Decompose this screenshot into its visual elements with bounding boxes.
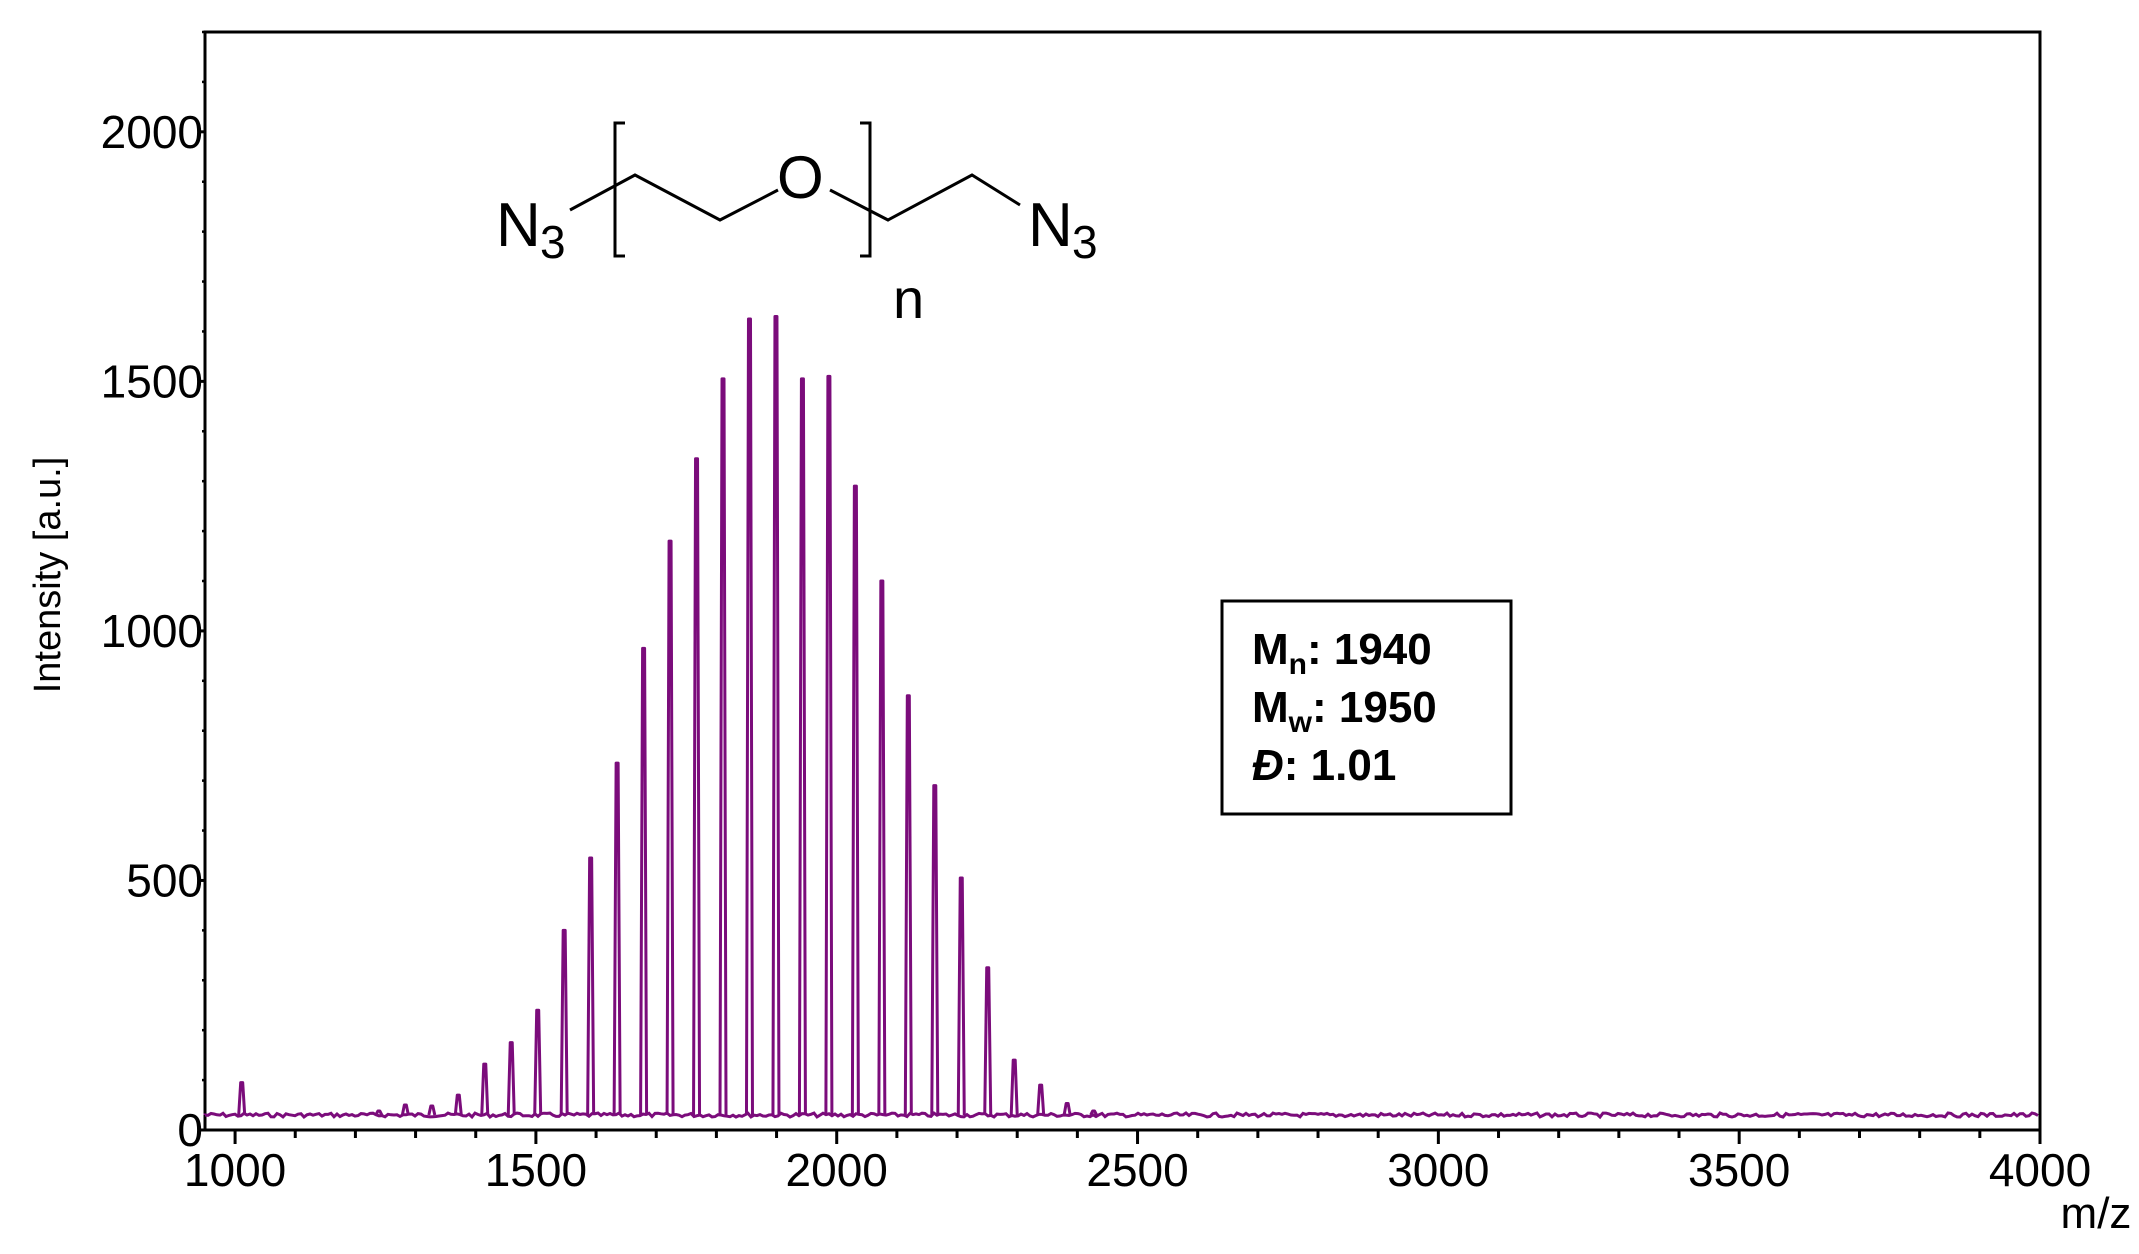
spectrum-peak [983,966,993,1116]
y-tick-label: 500 [126,854,203,906]
repeat-unit-n: n [893,267,924,330]
y-tick-label: 1500 [101,355,203,407]
spectrum-series [203,314,2039,1120]
spectrum-peak [612,761,622,1116]
spectrum-peak [1009,1058,1019,1116]
dispersity-value: : 1.01 [1284,741,1397,790]
right-bracket [860,121,872,258]
molecular-weight-box: Mn: 1940 Mw: 1950 Đ: 1.01 [1220,599,1513,816]
y-tick-label: 1000 [101,605,203,657]
peg-backbone-right [829,173,1021,222]
spectrum-peak [771,314,781,1116]
x-tick-label: 2500 [1086,1144,1188,1196]
x-tick-label: 1000 [184,1144,286,1196]
mw-label: M [1252,683,1289,732]
left-bracket [613,121,625,258]
spectrum-peak [639,646,649,1116]
x-axis-minor-ticks [233,1130,2042,1144]
y-axis-minor-ticks [199,30,205,1132]
spectrum-peak [559,928,569,1116]
y-axis-title: Intensity [a.u.] [27,457,69,694]
spectrum-baseline [203,1111,2039,1120]
x-axis-tick-labels: 1000 1500 2000 2500 3000 3500 4000 [184,1144,2091,1196]
spectrum-peak [453,1093,463,1116]
spectrum-peak [850,484,860,1116]
right-azide-subscript: 3 [1072,216,1098,268]
spectrum-peak [877,579,887,1116]
spectrum-peak [427,1104,437,1116]
x-tick-label: 4000 [1989,1144,2091,1196]
spectrum-peak [744,317,754,1116]
oxygen-atom: O [777,144,824,211]
spectrum-peak [797,377,807,1116]
spectrum-peak [956,876,966,1116]
mw-value: : 1950 [1312,683,1437,732]
spectrum-peak [692,457,702,1116]
peg-structure: N 3 O n N 3 [496,121,1098,330]
spectrum-peak [237,1081,247,1116]
spectrum-peak [506,1041,516,1116]
spectrum-peak [400,1103,410,1116]
mn-line: Mn: 1940 [1252,625,1432,681]
plot-area-frame [203,30,2042,1132]
stats-box-frame [1220,599,1513,816]
spectrum-peak [480,1062,490,1116]
spectrum-peak [824,374,834,1116]
mn-value: : 1940 [1307,625,1432,674]
x-axis-title: m/z [2061,1189,2132,1238]
dispersity-label: Đ [1252,741,1284,790]
spectrum-peak [665,539,675,1116]
mw-line: Mw: 1950 [1252,683,1437,739]
x-tick-label: 3000 [1387,1144,1489,1196]
spectrum-peak [1036,1083,1046,1116]
peg-backbone-left [569,173,779,222]
right-azide-n: N [1028,191,1073,260]
y-tick-label: 2000 [101,106,203,158]
spectrum-peak [1089,1109,1098,1116]
spectrum-peak [718,377,728,1116]
dispersity-line: Đ: 1.01 [1252,741,1396,790]
spectrum-peak [586,856,596,1116]
left-azide-n: N [496,191,541,260]
spectrum-peak [930,784,940,1116]
x-tick-label: 3500 [1688,1144,1790,1196]
x-tick-label: 1500 [485,1144,587,1196]
mn-label: M [1252,625,1289,674]
mn-subscript: n [1289,648,1307,681]
y-tick-label: 0 [177,1104,203,1156]
y-axis-tick-labels: 0 500 1000 1500 2000 [101,106,203,1156]
spectrum-peak [903,694,913,1116]
mw-subscript: w [1288,706,1313,739]
x-tick-label: 2000 [786,1144,888,1196]
spectrum-peak [533,1008,543,1116]
spectrum-peak [1062,1102,1072,1116]
left-azide-subscript: 3 [540,216,566,268]
spectrum-peak [374,1109,384,1116]
